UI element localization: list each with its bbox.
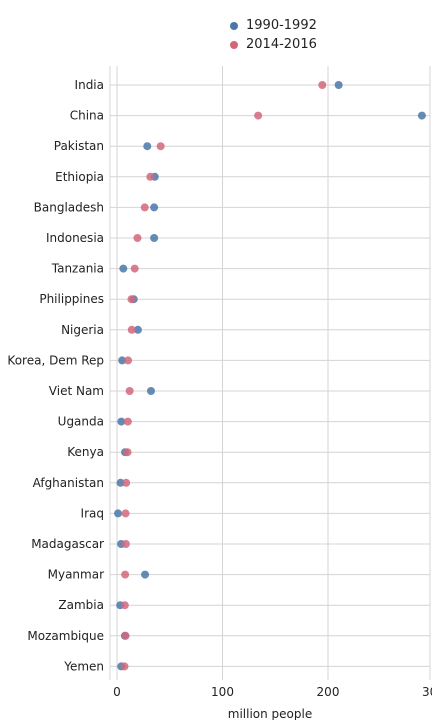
- y-tick-label-nigeria: Nigeria: [61, 323, 104, 337]
- x-tick-label-0: 0: [113, 685, 121, 699]
- point-1990-1992-bangladesh: [150, 203, 159, 212]
- y-tick-label-myanmar: Myanmar: [48, 568, 104, 582]
- point-2014-2016-indonesia: [133, 234, 142, 242]
- x-tick-label-100: 100: [211, 685, 234, 699]
- legend-label-2014-2016: 2014-2016: [246, 37, 317, 52]
- x-axis-ticks: 0 100 200 300: [113, 685, 432, 699]
- point-2014-2016-philippines: [127, 295, 136, 304]
- grid: [109, 66, 431, 680]
- legend-item-1990-1992: 1990-1992: [230, 16, 317, 35]
- point-1990-1992-tanzania: [119, 264, 128, 273]
- y-tick-label-zambia: Zambia: [58, 598, 104, 612]
- x-tick-label-300: 300: [422, 685, 432, 699]
- point-2014-2016-korea-dem-rep: [124, 356, 133, 365]
- point-2014-2016-iraq: [121, 509, 130, 518]
- legend-marker-2014-2016: [230, 40, 238, 49]
- point-1990-1992-indonesia: [150, 234, 159, 242]
- y-tick-label-madagascar: Madagascar: [31, 537, 104, 551]
- point-1990-1992-myanmar: [141, 570, 150, 579]
- point-2014-2016-kenya: [123, 448, 132, 457]
- point-1990-1992-afghanistan: [116, 478, 125, 487]
- point-2014-2016-madagascar: [121, 540, 130, 548]
- y-tick-label-uganda: Uganda: [58, 415, 104, 429]
- y-tick-label-china: China: [70, 109, 104, 123]
- point-1990-1992-pakistan: [143, 142, 152, 151]
- y-tick-label-india: India: [75, 78, 104, 92]
- y-tick-label-mozambique: Mozambique: [27, 629, 104, 643]
- point-1990-1992-nigeria: [133, 325, 142, 334]
- point-2014-2016-ethiopia: [146, 172, 155, 181]
- y-tick-label-yemen: Yemen: [63, 659, 104, 673]
- point-2014-2016-tanzania: [130, 264, 139, 273]
- point-2014-2016-nigeria: [127, 325, 136, 334]
- y-tick-label-pakistan: Pakistan: [54, 139, 104, 153]
- y-tick-label-philippines: Philippines: [39, 292, 104, 306]
- point-2014-2016-mozambique: [121, 631, 130, 640]
- point-2014-2016-yemen: [120, 662, 129, 671]
- y-tick-label-viet-nam: Viet Nam: [49, 384, 104, 398]
- y-tick-label-kenya: Kenya: [67, 445, 104, 459]
- point-2014-2016-china: [254, 111, 263, 120]
- point-2014-2016-viet-nam: [125, 387, 134, 395]
- point-1990-1992-korea-dem-rep: [118, 356, 127, 365]
- y-tick-label-tanzania: Tanzania: [51, 262, 104, 276]
- point-2014-2016-india: [318, 81, 327, 89]
- point-1990-1992-india: [334, 81, 343, 89]
- y-tick-label-ethiopia: Ethiopia: [55, 170, 104, 184]
- point-1990-1992-china: [417, 111, 426, 120]
- y-tick-label-bangladesh: Bangladesh: [34, 200, 104, 214]
- y-tick-label-afghanistan: Afghanistan: [33, 476, 104, 490]
- y-tick-label-indonesia: Indonesia: [46, 231, 104, 245]
- point-2014-2016-zambia: [120, 601, 129, 610]
- legend-label-1990-1992: 1990-1992: [246, 18, 317, 33]
- x-tick-label-200: 200: [317, 685, 340, 699]
- point-2014-2016-bangladesh: [140, 203, 149, 212]
- point-1990-1992-viet-nam: [146, 387, 155, 395]
- point-2014-2016-uganda: [123, 417, 132, 426]
- legend: 1990-1992 2014-2016: [230, 16, 317, 54]
- x-axis-label: million people: [228, 707, 312, 720]
- legend-marker-1990-1992: [230, 21, 238, 30]
- data-points: [114, 81, 426, 671]
- point-2014-2016-pakistan: [156, 142, 165, 151]
- y-tick-label-korea-dem-rep: Korea, Dem Rep: [7, 353, 104, 367]
- point-1990-1992-iraq: [114, 509, 123, 518]
- point-2014-2016-myanmar: [121, 570, 130, 579]
- y-tick-label-iraq: Iraq: [81, 506, 104, 520]
- legend-item-2014-2016: 2014-2016: [230, 35, 317, 54]
- point-1990-1992-uganda: [117, 417, 126, 426]
- point-2014-2016-afghanistan: [122, 478, 131, 487]
- category-rows: India China Pakistan Ethiopia Bangladesh Indo…: [7, 78, 430, 673]
